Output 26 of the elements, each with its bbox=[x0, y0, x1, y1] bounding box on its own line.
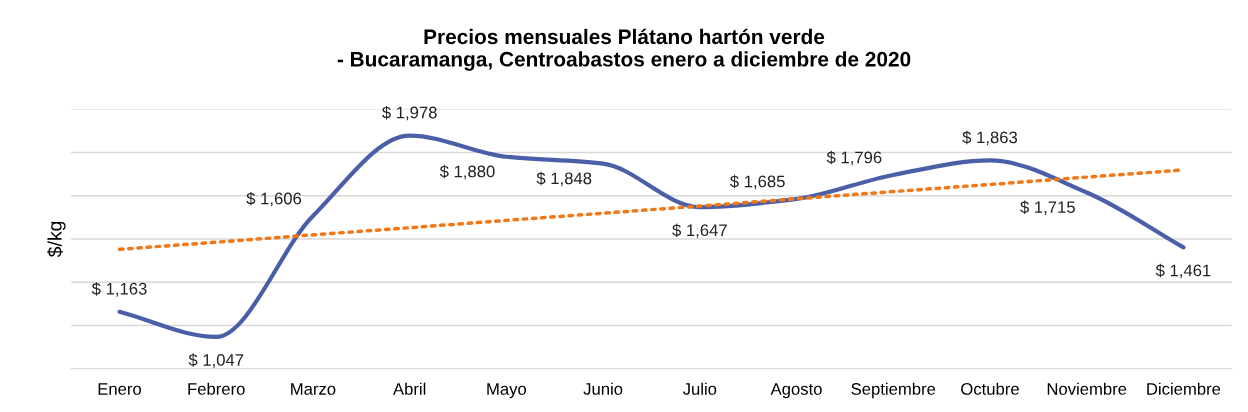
x-tick-label: Octubre bbox=[961, 382, 1019, 395]
x-tick-label: Junio bbox=[583, 382, 623, 395]
data-label: $ 1,880 bbox=[439, 164, 495, 180]
x-tick-label: Enero bbox=[98, 383, 142, 395]
data-label: $ 1,606 bbox=[246, 191, 302, 207]
data-label: $ 1,715 bbox=[1020, 200, 1075, 215]
data-label: $ 1,848 bbox=[536, 171, 592, 187]
data-label: $ 1,647 bbox=[672, 223, 727, 239]
x-tick-label: Abril bbox=[393, 382, 426, 395]
y-axis-title: $/kg bbox=[47, 221, 66, 258]
data-label: $ 1,461 bbox=[1155, 263, 1211, 279]
data-label: $ 1,863 bbox=[962, 130, 1018, 146]
x-tick-label: Diciembre bbox=[1147, 382, 1221, 395]
x-tick-label: Agosto bbox=[770, 383, 822, 399]
data-label: $ 1,163 bbox=[91, 282, 147, 297]
x-tick-label: Mayo bbox=[487, 383, 527, 399]
x-tick-label: Noviembre bbox=[1047, 382, 1127, 395]
x-tick-label: Febrero bbox=[188, 382, 245, 395]
data-label: $ 1,685 bbox=[730, 174, 785, 190]
x-tick-label: Septiembre bbox=[851, 382, 936, 399]
x-tick-label: Julio bbox=[682, 382, 717, 395]
data-label: $ 1,796 bbox=[826, 150, 882, 166]
data-label: $ 1,047 bbox=[188, 353, 244, 368]
data-label: $ 1,978 bbox=[382, 105, 437, 121]
x-tick-label: Marzo bbox=[291, 383, 336, 395]
chart-title: Precios mensuales Plátano hartón verde - Bucaramanga, Centroabastos enero a diciembre de 2020 bbox=[337, 28, 911, 71]
